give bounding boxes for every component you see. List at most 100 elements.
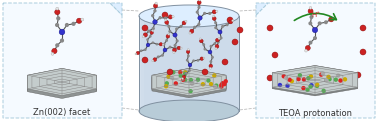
Circle shape: [142, 36, 144, 38]
Circle shape: [168, 30, 171, 33]
Circle shape: [220, 81, 225, 85]
Circle shape: [144, 48, 147, 51]
Circle shape: [142, 25, 148, 31]
Circle shape: [168, 33, 170, 35]
Polygon shape: [272, 66, 358, 95]
Polygon shape: [28, 68, 96, 96]
Circle shape: [183, 78, 187, 82]
Circle shape: [355, 72, 361, 78]
Circle shape: [218, 30, 222, 34]
Circle shape: [333, 17, 336, 20]
Circle shape: [326, 75, 331, 79]
Circle shape: [305, 88, 310, 92]
Circle shape: [163, 43, 166, 46]
Circle shape: [176, 39, 179, 42]
Circle shape: [156, 43, 158, 45]
Circle shape: [186, 59, 189, 62]
Circle shape: [153, 4, 158, 8]
Circle shape: [185, 20, 187, 22]
Circle shape: [182, 75, 186, 79]
Circle shape: [168, 15, 172, 19]
Circle shape: [305, 49, 307, 52]
Circle shape: [51, 52, 54, 55]
Circle shape: [52, 48, 57, 54]
Circle shape: [196, 11, 199, 14]
Circle shape: [159, 43, 163, 46]
Ellipse shape: [139, 5, 239, 27]
Circle shape: [164, 16, 167, 20]
Polygon shape: [152, 71, 226, 98]
Circle shape: [287, 78, 292, 82]
Circle shape: [146, 38, 149, 41]
Circle shape: [163, 48, 167, 52]
Circle shape: [59, 29, 65, 35]
Circle shape: [215, 44, 219, 48]
Circle shape: [175, 27, 178, 30]
Circle shape: [55, 9, 60, 15]
Polygon shape: [272, 66, 358, 95]
Circle shape: [290, 79, 294, 83]
Polygon shape: [110, 3, 122, 15]
Circle shape: [211, 56, 214, 59]
Polygon shape: [28, 68, 96, 96]
Circle shape: [308, 41, 313, 45]
Circle shape: [214, 83, 218, 88]
Circle shape: [305, 45, 310, 51]
Polygon shape: [256, 3, 268, 15]
Circle shape: [222, 59, 228, 65]
Text: Zn(002) facet: Zn(002) facet: [33, 109, 91, 117]
Circle shape: [56, 16, 60, 20]
Circle shape: [203, 12, 206, 15]
Circle shape: [197, 59, 199, 62]
Circle shape: [173, 48, 177, 52]
Circle shape: [153, 20, 157, 24]
Circle shape: [152, 30, 154, 32]
Circle shape: [213, 15, 215, 17]
Circle shape: [310, 15, 313, 19]
Circle shape: [336, 73, 340, 78]
Circle shape: [313, 36, 317, 40]
Circle shape: [343, 77, 347, 82]
Circle shape: [170, 76, 174, 80]
Circle shape: [360, 49, 366, 55]
Circle shape: [151, 14, 154, 17]
Circle shape: [219, 83, 224, 87]
Circle shape: [182, 21, 186, 25]
Circle shape: [203, 48, 206, 50]
Circle shape: [200, 57, 203, 60]
Circle shape: [215, 48, 217, 50]
Circle shape: [360, 25, 366, 31]
Circle shape: [217, 40, 220, 43]
Circle shape: [178, 70, 183, 75]
Circle shape: [309, 7, 312, 9]
Circle shape: [315, 84, 319, 88]
Polygon shape: [141, 16, 144, 111]
Circle shape: [216, 10, 218, 12]
Circle shape: [302, 77, 306, 82]
Circle shape: [135, 53, 137, 55]
Circle shape: [178, 73, 183, 78]
Circle shape: [209, 82, 213, 86]
Circle shape: [301, 86, 306, 90]
Circle shape: [208, 50, 212, 54]
Circle shape: [200, 39, 203, 43]
Circle shape: [166, 75, 171, 79]
Circle shape: [212, 17, 216, 20]
Circle shape: [209, 67, 211, 69]
Circle shape: [164, 84, 168, 88]
Circle shape: [209, 60, 212, 63]
Circle shape: [309, 83, 314, 87]
Circle shape: [55, 23, 59, 27]
Circle shape: [157, 55, 160, 58]
Circle shape: [309, 74, 313, 79]
Circle shape: [232, 39, 238, 45]
Circle shape: [222, 82, 226, 86]
Circle shape: [202, 69, 208, 75]
Circle shape: [282, 74, 286, 78]
Circle shape: [227, 17, 233, 23]
Circle shape: [208, 12, 211, 15]
Circle shape: [174, 44, 177, 47]
Circle shape: [212, 73, 217, 78]
Circle shape: [198, 16, 202, 20]
Circle shape: [161, 54, 164, 57]
